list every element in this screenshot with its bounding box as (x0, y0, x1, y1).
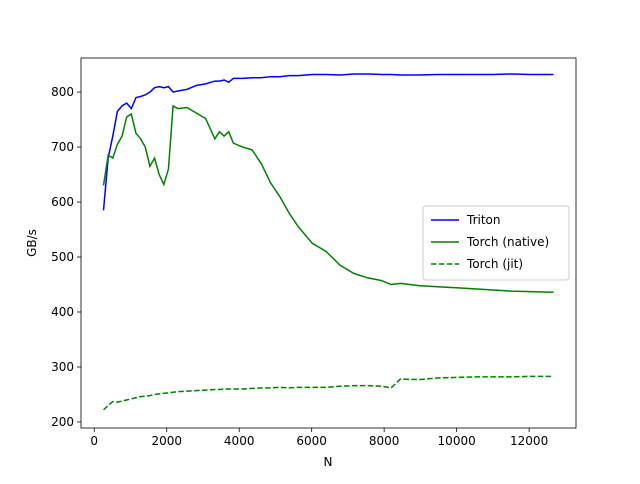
x-tick-label: 10000 (438, 434, 476, 448)
x-tick-label: 0 (90, 434, 98, 448)
x-tick-label: 4000 (224, 434, 255, 448)
y-tick-label: 700 (51, 140, 74, 154)
legend: Triton Torch (native) Torch (jit) (422, 205, 570, 281)
x-axis-label: N (324, 455, 333, 469)
legend-label: Torch (jit) (466, 257, 523, 271)
series-line (102, 73, 554, 211)
y-tick-label: 500 (51, 250, 74, 264)
y-axis-label: GB/s (25, 229, 39, 257)
series-line (102, 375, 554, 411)
series-line (102, 104, 554, 293)
legend-label: Triton (466, 213, 501, 227)
legend-label: Torch (native) (466, 235, 549, 249)
y-tick-label: 400 (51, 305, 74, 319)
y-tick-label: 200 (51, 415, 74, 429)
axes-frame (80, 57, 577, 429)
legend-box (422, 205, 570, 281)
x-tick-label: 8000 (369, 434, 400, 448)
y-tick-label: 600 (51, 195, 74, 209)
x-tick-label: 6000 (296, 434, 327, 448)
x-tick-label: 2000 (151, 434, 182, 448)
x-tick-label: 12000 (510, 434, 548, 448)
y-tick-label: 800 (51, 85, 74, 99)
y-tick-label: 300 (51, 360, 74, 374)
